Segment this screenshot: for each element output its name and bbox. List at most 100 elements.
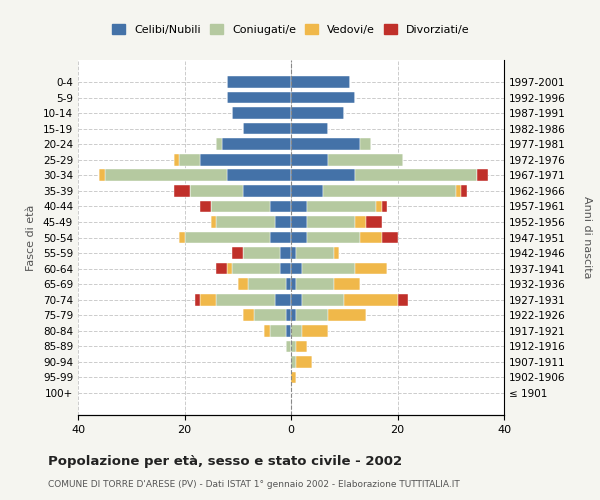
Bar: [360, 232, 382, 243]
Y-axis label: Fasce di età: Fasce di età: [26, 204, 36, 270]
Bar: [232, 263, 280, 274]
Bar: [227, 76, 291, 88]
Bar: [280, 247, 291, 259]
Bar: [243, 123, 291, 134]
Bar: [291, 76, 350, 88]
Bar: [291, 232, 307, 243]
Bar: [382, 232, 398, 243]
Bar: [200, 200, 211, 212]
Bar: [291, 294, 302, 306]
Bar: [104, 170, 227, 181]
Bar: [291, 325, 302, 336]
Bar: [344, 294, 398, 306]
Bar: [211, 216, 217, 228]
Bar: [200, 294, 217, 306]
Bar: [195, 294, 200, 306]
Bar: [478, 170, 488, 181]
Bar: [286, 325, 291, 336]
Bar: [174, 154, 179, 166]
Bar: [291, 372, 296, 384]
Bar: [323, 185, 456, 196]
Bar: [243, 185, 291, 196]
Bar: [227, 92, 291, 104]
Bar: [270, 200, 291, 212]
Bar: [334, 247, 339, 259]
Bar: [382, 200, 387, 212]
Bar: [243, 247, 280, 259]
Bar: [355, 216, 365, 228]
Bar: [328, 154, 403, 166]
Text: Popolazione per età, sesso e stato civile - 2002: Popolazione per età, sesso e stato civil…: [48, 455, 402, 468]
Bar: [291, 107, 344, 119]
Bar: [286, 278, 291, 290]
Bar: [200, 154, 291, 166]
Bar: [243, 310, 254, 321]
Bar: [307, 232, 360, 243]
Bar: [291, 216, 307, 228]
Bar: [227, 263, 232, 274]
Bar: [291, 138, 360, 150]
Bar: [296, 340, 307, 352]
Bar: [232, 107, 291, 119]
Bar: [291, 170, 355, 181]
Bar: [296, 278, 334, 290]
Bar: [275, 294, 291, 306]
Bar: [398, 294, 408, 306]
Bar: [100, 170, 104, 181]
Bar: [227, 170, 291, 181]
Bar: [296, 310, 328, 321]
Bar: [302, 263, 355, 274]
Bar: [334, 278, 360, 290]
Bar: [217, 216, 275, 228]
Bar: [174, 185, 190, 196]
Bar: [217, 294, 275, 306]
Bar: [280, 263, 291, 274]
Bar: [275, 216, 291, 228]
Bar: [291, 185, 323, 196]
Bar: [270, 232, 291, 243]
Bar: [355, 263, 387, 274]
Bar: [179, 154, 200, 166]
Bar: [291, 263, 302, 274]
Bar: [211, 200, 270, 212]
Bar: [365, 216, 382, 228]
Bar: [291, 340, 296, 352]
Text: COMUNE DI TORRE D'ARESE (PV) - Dati ISTAT 1° gennaio 2002 - Elaborazione TUTTITA: COMUNE DI TORRE D'ARESE (PV) - Dati ISTA…: [48, 480, 460, 489]
Y-axis label: Anni di nascita: Anni di nascita: [582, 196, 592, 279]
Bar: [190, 185, 243, 196]
Bar: [461, 185, 467, 196]
Bar: [307, 200, 376, 212]
Bar: [291, 92, 355, 104]
Bar: [376, 200, 382, 212]
Bar: [307, 216, 355, 228]
Bar: [286, 340, 291, 352]
Bar: [296, 247, 334, 259]
Bar: [456, 185, 461, 196]
Bar: [222, 138, 291, 150]
Bar: [286, 310, 291, 321]
Bar: [291, 247, 296, 259]
Bar: [217, 263, 227, 274]
Bar: [302, 325, 328, 336]
Bar: [328, 310, 365, 321]
Bar: [291, 123, 328, 134]
Bar: [185, 232, 270, 243]
Bar: [254, 310, 286, 321]
Bar: [302, 294, 344, 306]
Bar: [232, 247, 243, 259]
Bar: [238, 278, 248, 290]
Bar: [291, 200, 307, 212]
Bar: [179, 232, 185, 243]
Bar: [360, 138, 371, 150]
Bar: [291, 278, 296, 290]
Bar: [291, 356, 296, 368]
Bar: [291, 154, 328, 166]
Bar: [248, 278, 286, 290]
Bar: [355, 170, 478, 181]
Legend: Celibi/Nubili, Coniugati/e, Vedovi/e, Divorziati/e: Celibi/Nubili, Coniugati/e, Vedovi/e, Di…: [108, 20, 474, 39]
Bar: [270, 325, 286, 336]
Bar: [291, 310, 296, 321]
Bar: [265, 325, 270, 336]
Bar: [217, 138, 222, 150]
Bar: [296, 356, 313, 368]
